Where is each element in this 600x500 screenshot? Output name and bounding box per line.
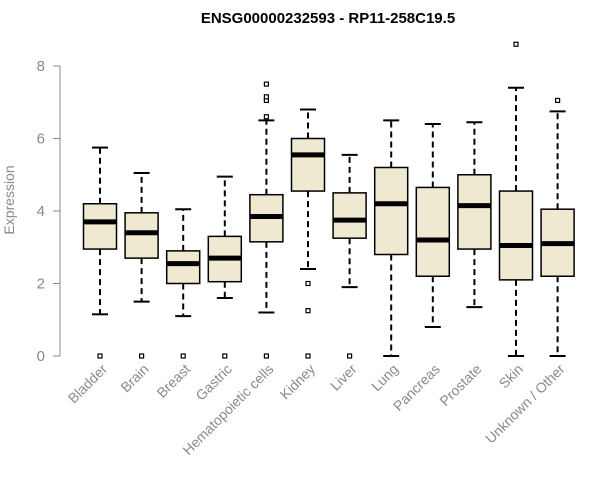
box-kidney: [290, 108, 326, 359]
iqr-box: [82, 203, 118, 250]
outlier-point: [263, 353, 269, 359]
x-tick-label: Brain: [117, 361, 151, 395]
box-prostate: [457, 121, 492, 309]
box-liver: [332, 153, 367, 359]
outlier-point: [554, 97, 561, 104]
outlier-point: [139, 353, 145, 359]
iqr-box: [165, 250, 201, 285]
y-tick-label: 6: [37, 131, 45, 148]
outlier-point: [222, 353, 228, 359]
box-unknown-other: [540, 97, 575, 357]
x-tick-label: Skin: [496, 361, 527, 392]
y-tick-label: 2: [37, 276, 45, 293]
iqr-box: [290, 137, 326, 192]
x-tick-label: Breast: [153, 361, 193, 401]
outlier-point: [180, 353, 186, 359]
box-skin: [498, 41, 534, 357]
y-tick-label: 8: [37, 58, 45, 75]
iqr-box: [124, 212, 159, 259]
x-tick-label: Bladder: [65, 361, 111, 407]
iqr-box: [332, 192, 367, 239]
outlier-point: [347, 353, 353, 359]
outlier-point: [263, 94, 269, 100]
outlier-point: [305, 280, 311, 287]
y-tick-label: 4: [37, 203, 45, 220]
box-gastric: [207, 175, 243, 359]
box-bladder: [82, 146, 118, 359]
box-hematopoietic-cells: [249, 81, 284, 359]
x-tick-label: Liver: [327, 361, 360, 394]
box-pancreas: [415, 123, 451, 328]
iqr-box: [415, 186, 451, 277]
outlier-point: [305, 353, 311, 359]
y-tick-label: 0: [37, 348, 45, 365]
box-brain: [124, 171, 159, 359]
x-tick-label: Prostate: [436, 361, 484, 409]
plot-area: [82, 41, 575, 359]
iqr-box: [373, 166, 409, 256]
outlier-point: [263, 81, 269, 87]
axes: 0 2 4 6 8: [37, 58, 61, 365]
outlier-point: [97, 353, 103, 359]
outlier-point: [513, 41, 519, 47]
box-breast: [165, 208, 201, 359]
iqr-box: [457, 174, 492, 250]
box-lung: [373, 119, 409, 357]
outlier-point: [263, 114, 269, 120]
x-tick-label: Kidney: [277, 361, 319, 403]
x-tick-label: Unknown / Other: [482, 361, 568, 447]
y-axis-label: Expression: [1, 165, 17, 234]
x-tick-label: Lung: [368, 361, 401, 394]
outlier-point: [305, 308, 311, 314]
iqr-box: [498, 190, 534, 281]
chart-title: ENSG00000232593 - RP11-258C19.5: [201, 10, 455, 27]
